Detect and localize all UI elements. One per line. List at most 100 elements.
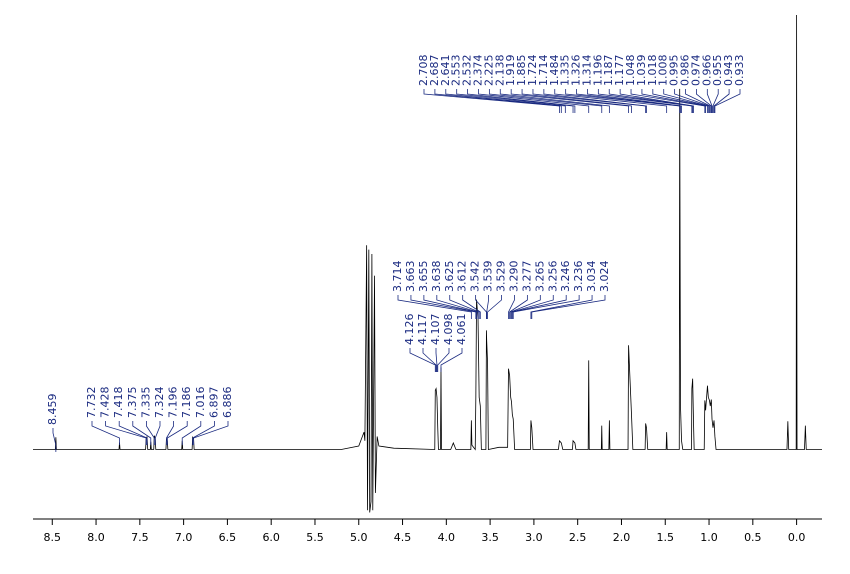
peak-label: 1.177: [613, 55, 626, 87]
peak-leader: [435, 348, 438, 372]
peak-label: 1.039: [635, 55, 648, 87]
peak-leader: [696, 89, 712, 113]
peak-leader: [462, 295, 481, 319]
peak-leader: [118, 421, 148, 445]
x-tick-label: 2.0: [613, 531, 631, 544]
peak-leader: [530, 295, 593, 319]
peak-label: 2.532: [461, 55, 474, 87]
peak-label: 1.187: [602, 55, 615, 87]
peak-leader: [576, 89, 681, 113]
peak-label: 0.933: [733, 55, 746, 87]
peak-leader: [663, 89, 709, 113]
x-tick-label: 5.0: [350, 531, 368, 544]
peak-leader: [674, 89, 710, 113]
peak-label: 3.256: [546, 261, 559, 293]
peak-label: 3.539: [482, 261, 495, 293]
peak-leader: [145, 421, 155, 445]
peak-label: 7.418: [112, 387, 125, 419]
peak-label: 4.061: [455, 314, 468, 346]
peak-label: 3.638: [430, 261, 443, 293]
peak-label: 3.714: [391, 261, 404, 293]
x-tick-label: 2.5: [569, 531, 587, 544]
peak-label: 4.117: [416, 314, 429, 346]
peak-leader: [445, 89, 566, 113]
peak-leader: [509, 295, 528, 319]
peak-leader: [565, 89, 681, 113]
peak-leader: [423, 295, 477, 319]
peak-label: 3.655: [417, 261, 430, 293]
peak-label: 0.943: [722, 55, 735, 87]
peak-label: 7.428: [99, 387, 112, 419]
peak-label: 3.542: [469, 261, 482, 293]
peak-label: 1.885: [515, 55, 528, 87]
peak-label: 0.986: [679, 55, 692, 87]
peak-label: 7.375: [126, 387, 139, 419]
peak-leader: [712, 89, 719, 113]
peak-label: 7.016: [194, 387, 207, 419]
peak-leader: [543, 89, 647, 113]
peak-leader: [554, 89, 668, 113]
peak-label: 7.186: [180, 387, 193, 419]
peak-leader: [521, 89, 632, 113]
peak-leader: [508, 295, 515, 319]
peak-leader: [511, 295, 567, 319]
peak-label: 3.612: [456, 261, 469, 293]
peak-leader: [478, 89, 590, 113]
x-tick-label: 4.0: [438, 531, 456, 544]
peak-label: 2.553: [450, 55, 463, 87]
peak-label: 0.955: [711, 55, 724, 87]
peak-leader: [641, 89, 707, 113]
peak-leader: [449, 295, 480, 319]
peak-leader: [436, 295, 479, 319]
peak-leader: [192, 421, 215, 445]
peak-leader: [91, 421, 120, 445]
peak-label: 1.919: [504, 55, 517, 87]
peak-leader: [397, 295, 472, 319]
peak-label: 7.732: [85, 387, 98, 419]
x-tick-label: 5.5: [306, 531, 324, 544]
peak-leader: [437, 348, 450, 372]
peak-label: 2.225: [482, 55, 495, 86]
peak-label: 2.374: [471, 55, 484, 87]
peak-leader: [510, 295, 541, 319]
x-tick-label: 7.5: [131, 531, 149, 544]
peak-label: 3.277: [520, 261, 533, 293]
peak-leader: [510, 89, 629, 113]
peak-label: 1.008: [657, 55, 670, 87]
peak-label: 3.290: [507, 261, 520, 293]
peak-leader: [685, 89, 711, 113]
peak-label: 2.641: [439, 55, 452, 87]
peak-label: 3.236: [572, 261, 585, 293]
peak-label: 1.196: [591, 55, 604, 87]
x-tick-label: 8.5: [44, 531, 62, 544]
x-tick-label: 3.0: [525, 531, 543, 544]
peak-label: 0.966: [700, 55, 713, 87]
peak-leader: [181, 421, 202, 445]
peak-leader: [630, 89, 706, 113]
peak-label: 3.024: [598, 261, 611, 293]
peak-label: 3.034: [585, 261, 598, 293]
peak-label: 1.714: [537, 55, 550, 87]
peak-leader: [440, 348, 463, 372]
x-tick-label: 4.5: [394, 531, 412, 544]
peak-leader: [652, 89, 708, 113]
peak-leader: [422, 348, 437, 372]
peak-leader: [512, 295, 580, 319]
x-tick-label: 0.5: [744, 531, 762, 544]
x-tick-label: 3.5: [481, 531, 499, 544]
peak-label: 3.663: [404, 261, 417, 293]
peak-label: 1.335: [559, 55, 572, 87]
peak-leader: [132, 421, 152, 445]
x-tick-label: 1.0: [700, 531, 718, 544]
peak-leader: [597, 89, 693, 113]
peak-label: 3.265: [533, 261, 546, 293]
peak-leader: [52, 428, 57, 452]
peak-label: 6.886: [221, 387, 234, 419]
x-tick-label: 6.0: [262, 531, 280, 544]
peak-label: 4.126: [403, 314, 416, 346]
peak-leader: [713, 89, 730, 113]
peak-label: 1.724: [526, 55, 539, 87]
peak-label: 2.138: [493, 54, 506, 86]
peak-leader: [619, 89, 694, 113]
